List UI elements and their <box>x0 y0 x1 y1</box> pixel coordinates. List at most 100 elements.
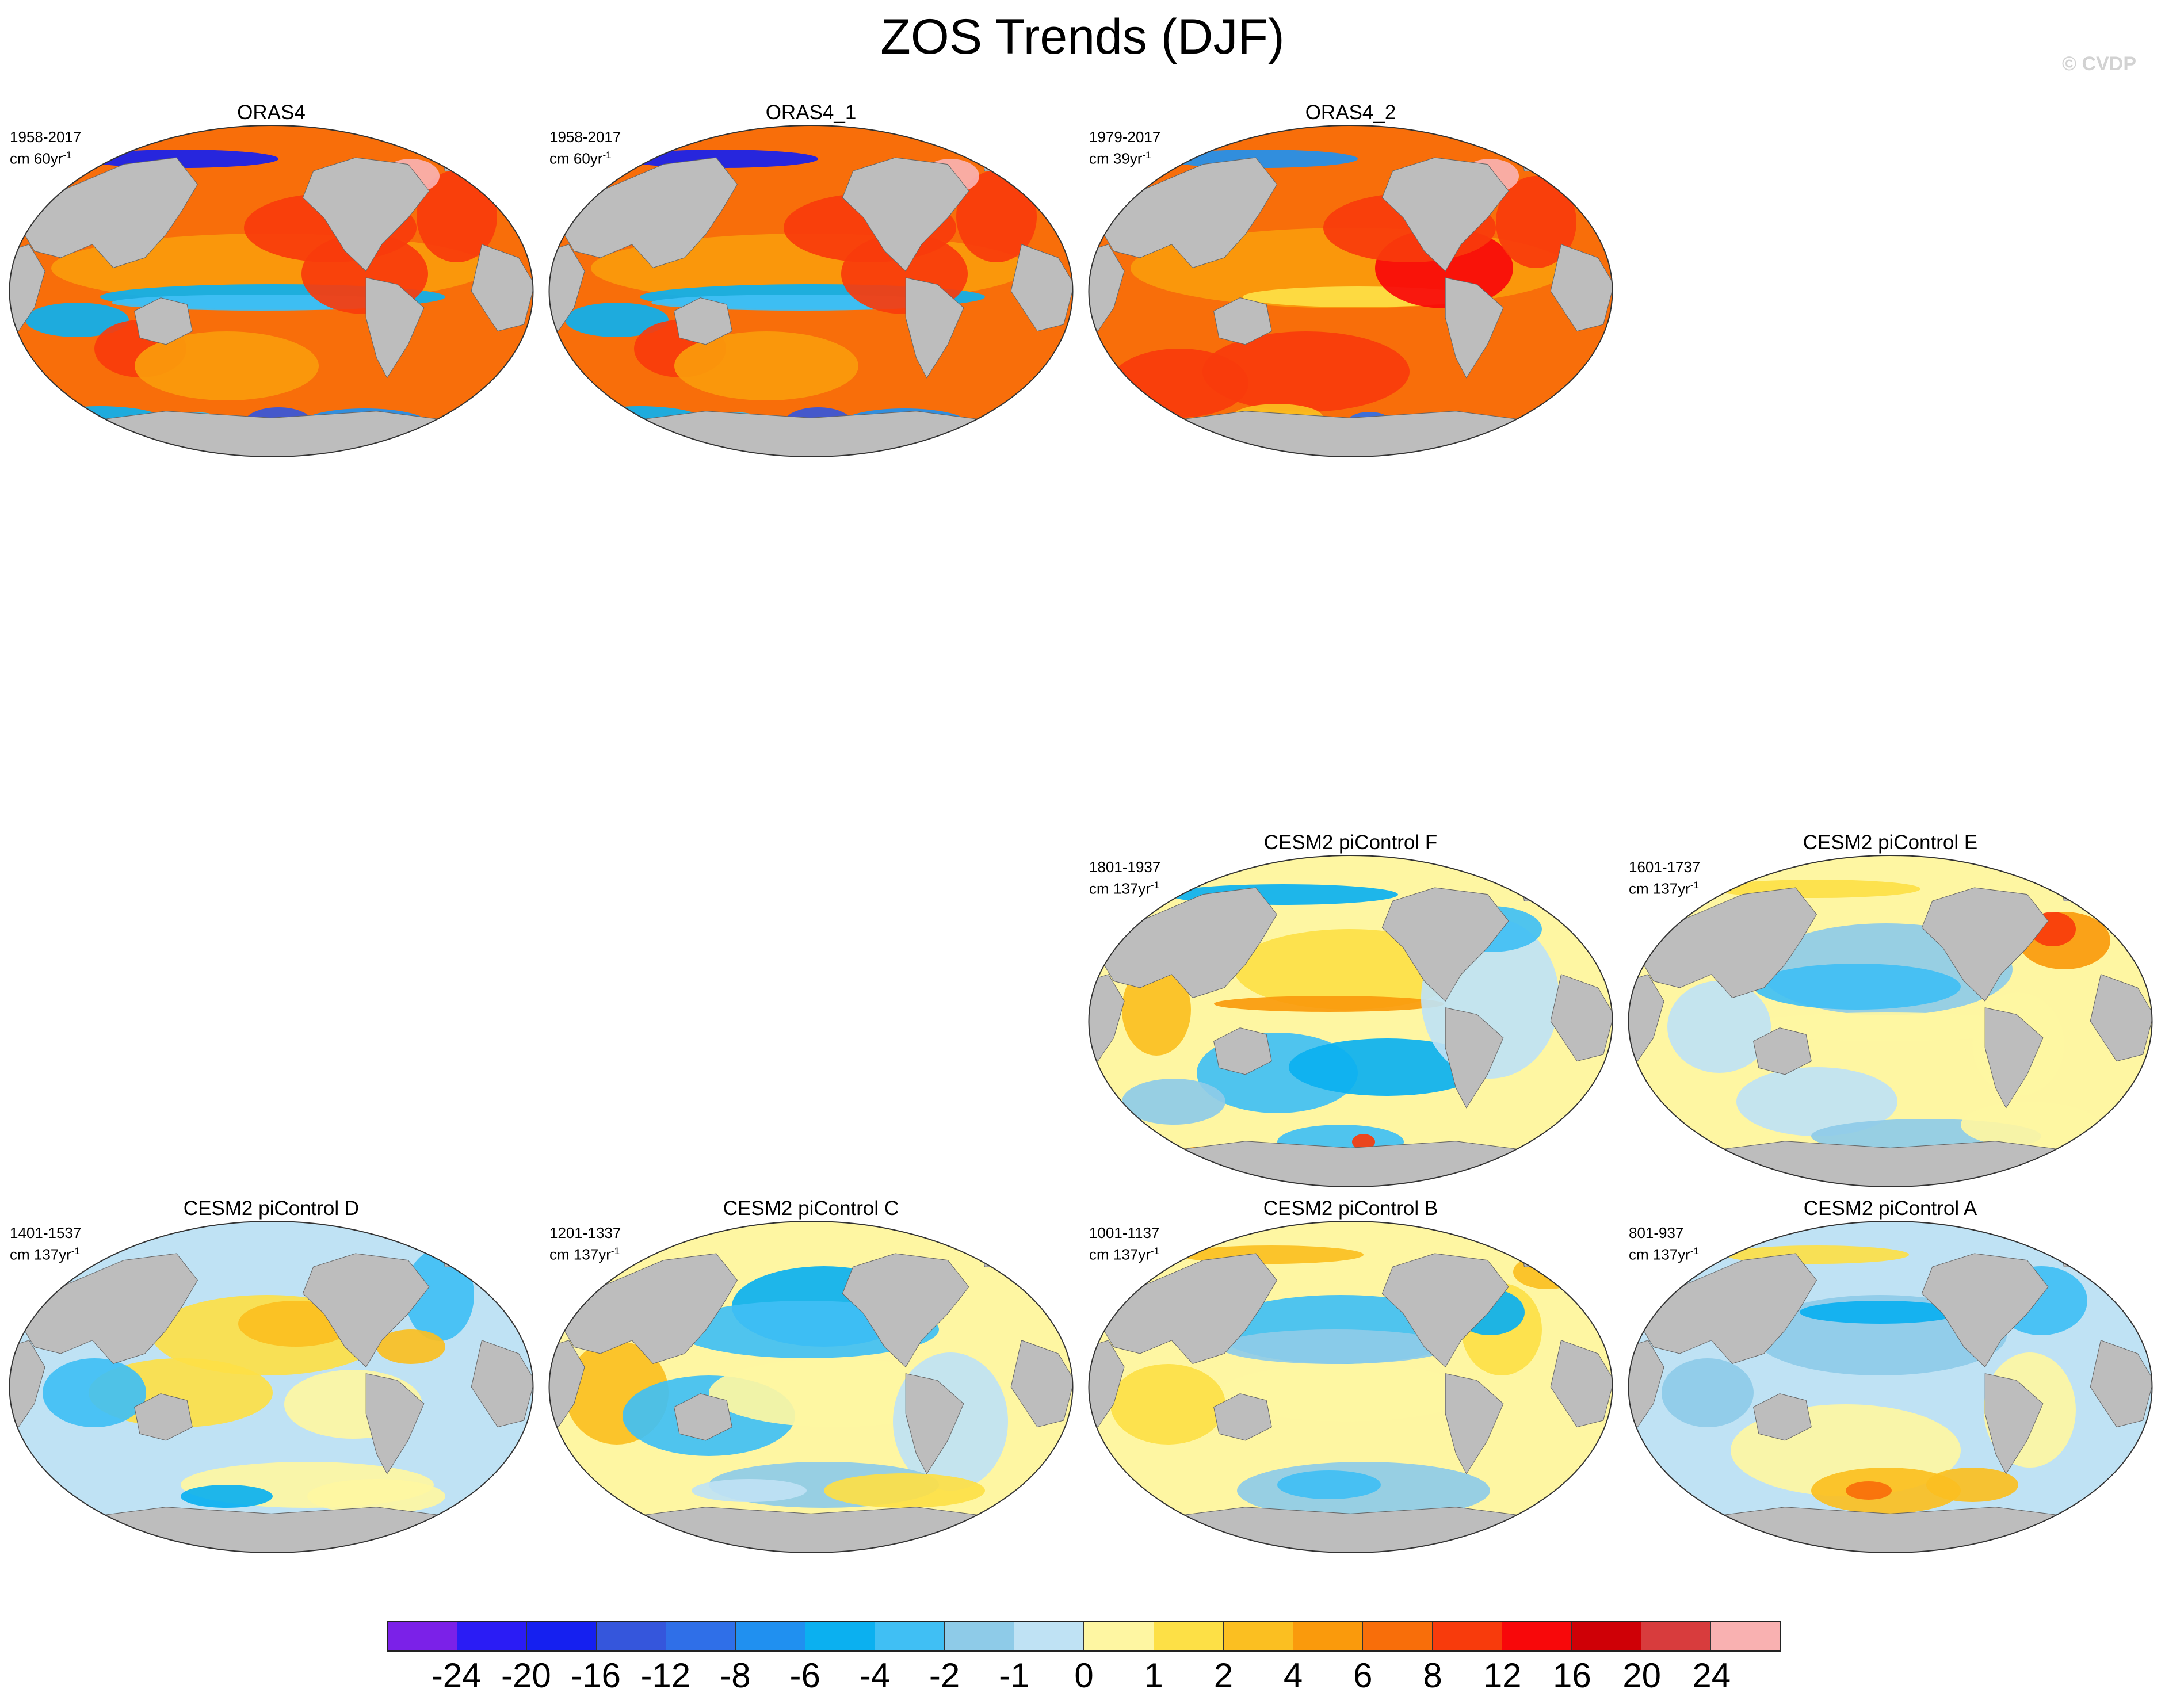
land-mass <box>842 1253 969 1367</box>
colorbar-box <box>875 1622 945 1650</box>
panel-meta: 1001-1137 cm 137yr-1 <box>1089 1224 1159 1264</box>
land-mass <box>302 1253 430 1367</box>
trend-region <box>1220 1364 1473 1422</box>
trend-region <box>1846 1481 1892 1500</box>
panel-meta: 1601-1737 cm 137yr-1 <box>1629 858 1700 898</box>
land-mass <box>1445 1007 1504 1109</box>
land-mass <box>1139 1507 1562 1553</box>
panel-title: ORAS4_2 <box>1305 101 1396 124</box>
panel-title: CESM2 piControl D <box>183 1197 360 1220</box>
colorbar-box <box>945 1622 1015 1650</box>
land-mass <box>2058 867 2091 901</box>
trend-region <box>674 331 858 400</box>
land-mass <box>1550 244 1613 332</box>
land-mass <box>471 244 533 332</box>
colorbar-box <box>1710 1622 1780 1650</box>
colorbar-tick-label: 4 <box>1283 1656 1303 1695</box>
land-mass <box>1139 411 1562 457</box>
map-panel-cesm2-e: CESM2 piControl E 1601-1737 cm 137yr-1 <box>1627 831 2153 1188</box>
land-mass <box>1010 244 1073 332</box>
colorbar-tick-label: 2 <box>1213 1656 1234 1695</box>
land-mass <box>1984 1007 2044 1109</box>
trend-region <box>1754 964 1961 1010</box>
panel-period: 1979-2017 <box>1089 128 1161 146</box>
land-mass <box>365 277 425 379</box>
colorbar-box <box>1293 1622 1363 1650</box>
panel-meta: 1801-1937 cm 137yr-1 <box>1089 858 1160 898</box>
trend-region <box>181 1485 273 1508</box>
land-mass <box>1984 1373 2044 1474</box>
panel-units: cm 137yr <box>549 1245 611 1263</box>
colorbar-box <box>1502 1622 1572 1650</box>
land-mass <box>549 244 585 332</box>
panel-meta: 1401-1537 cm 137yr-1 <box>10 1224 81 1264</box>
world-map <box>9 125 534 457</box>
land-mass <box>1637 1253 1817 1364</box>
land-mass <box>60 1507 483 1553</box>
trend-region <box>692 1479 807 1502</box>
map-field <box>9 125 533 457</box>
colorbar-tick-label: -12 <box>640 1656 691 1695</box>
land-mass <box>1213 1393 1272 1441</box>
panel-period: 1958-2017 <box>10 128 82 146</box>
trend-region <box>1662 1358 1754 1427</box>
panel-units: cm 137yr <box>1089 880 1151 897</box>
colorbar-box <box>666 1622 736 1650</box>
land-mass <box>9 1340 45 1428</box>
land-mass <box>1753 1393 1812 1441</box>
map-outline <box>1088 855 1613 1187</box>
trend-region <box>1736 1067 1897 1136</box>
land-mass <box>1097 1253 1278 1364</box>
panel-units-exponent: -1 <box>1150 1245 1160 1256</box>
panel-title: ORAS4 <box>237 101 306 124</box>
land-mass <box>905 277 964 379</box>
colorbar-tick-label: -2 <box>929 1656 960 1695</box>
land-mass <box>9 244 45 332</box>
panel-meta: 1958-2017 cm 60yr-1 <box>10 128 81 168</box>
panel-units: cm 60yr <box>549 150 603 167</box>
land-mass <box>1381 1253 1509 1367</box>
colorbar-box <box>1432 1622 1502 1650</box>
panel-units-line: cm 137yr-1 <box>1629 876 1700 898</box>
trend-region <box>135 331 319 400</box>
colorbar-box <box>1223 1622 1293 1650</box>
colorbar-tick-label: 6 <box>1353 1656 1373 1695</box>
panel-units: cm 137yr <box>1629 880 1690 897</box>
land-mass <box>439 1233 472 1267</box>
land-mass <box>979 1233 1011 1267</box>
land-mass <box>600 1507 1022 1553</box>
world-map <box>1088 125 1613 457</box>
colorbar-tick-label: 12 <box>1483 1656 1522 1695</box>
land-mass <box>2058 1233 2091 1267</box>
map-field <box>9 1221 533 1553</box>
panel-meta: 1201-1337 cm 137yr-1 <box>549 1224 621 1264</box>
land-mass <box>1518 1233 1551 1267</box>
colorbar-tick-label: 16 <box>1553 1656 1591 1695</box>
map-panel-oras4-1: ORAS4_1 1958-2017 cm 60yr-1 <box>548 101 1074 458</box>
map-field <box>1089 125 1613 457</box>
figure-title: ZOS Trends (DJF) <box>880 9 1285 64</box>
panel-title: ORAS4_1 <box>765 101 857 124</box>
trend-region <box>405 1249 474 1341</box>
panel-title: CESM2 piControl B <box>1263 1197 1438 1220</box>
panel-units: cm 137yr <box>1629 1245 1690 1263</box>
map-outline <box>1088 125 1613 457</box>
world-map <box>1088 1221 1613 1553</box>
land-mass <box>1010 1340 1073 1428</box>
land-mass <box>1921 887 2049 1002</box>
map-panel-oras4: ORAS4 1958-2017 cm 60yr-1 <box>8 101 534 458</box>
colorbar-tick-label: 1 <box>1144 1656 1163 1695</box>
panel-units-line: cm 60yr-1 <box>549 146 621 168</box>
colorbar-box <box>527 1622 597 1650</box>
land-mass <box>842 157 969 272</box>
panel-meta: 1958-2017 cm 60yr-1 <box>549 128 621 168</box>
trend-region <box>1800 1301 1961 1324</box>
land-mass <box>549 1340 585 1428</box>
land-mass <box>1628 974 1664 1062</box>
trend-region <box>417 170 497 262</box>
land-mass <box>471 1340 533 1428</box>
land-mass <box>1381 887 1509 1002</box>
colorbar-box <box>1362 1622 1433 1650</box>
colorbar-tick-label: 24 <box>1692 1656 1731 1695</box>
trend-region <box>1220 1329 1450 1364</box>
